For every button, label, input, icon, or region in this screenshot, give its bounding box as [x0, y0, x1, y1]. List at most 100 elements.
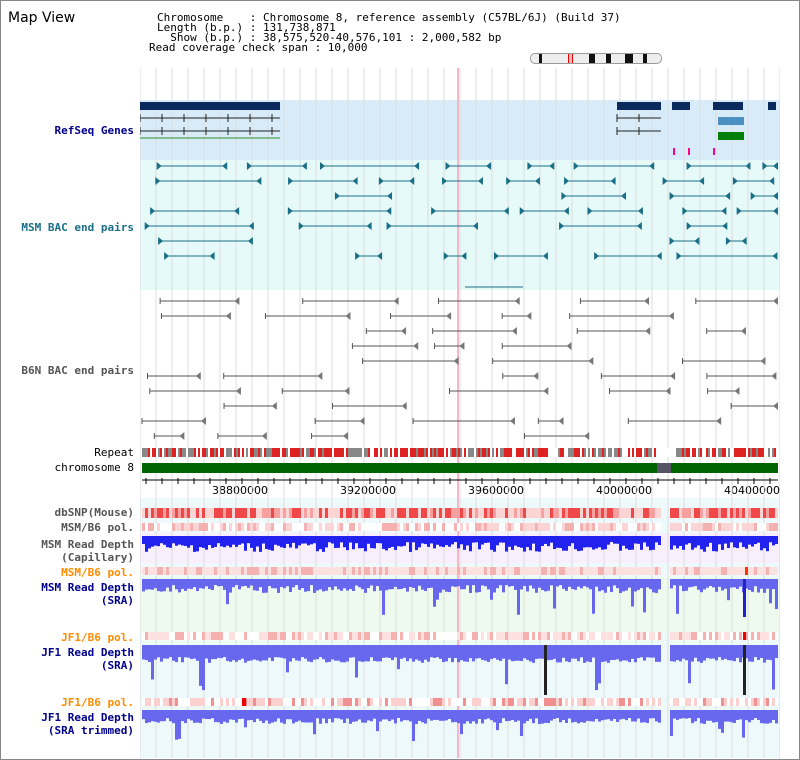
polymorphism-segment	[178, 698, 181, 706]
msm-bac-end	[247, 237, 253, 245]
depth-bar	[199, 645, 202, 686]
depth-bar	[463, 536, 466, 550]
b6n-bac-end	[526, 312, 532, 320]
b6n-bac-end	[514, 297, 520, 305]
polymorphism-segment	[169, 632, 172, 640]
depth-bar	[250, 645, 253, 661]
dbsnp-segment	[400, 508, 403, 518]
polymorphism-segment	[628, 523, 631, 531]
polymorphism-segment	[334, 698, 337, 706]
depth-bar	[403, 645, 406, 658]
depth-bar	[577, 645, 580, 662]
depth-bar	[175, 645, 178, 663]
polymorphism-segment	[649, 567, 652, 575]
repeat-segment	[328, 448, 330, 457]
track-label-msm-pol-sra[interactable]: MSM/B6 pol.	[61, 566, 134, 579]
ideogram-selection-marker[interactable]	[568, 54, 573, 63]
depth-bar	[559, 710, 562, 723]
depth-bar	[628, 710, 631, 719]
depth-bar	[547, 645, 550, 661]
repeat-segment	[708, 448, 710, 457]
msm-bac-end	[610, 177, 616, 185]
msm-bac-end	[773, 207, 778, 215]
polymorphism-segment	[634, 567, 637, 575]
depth-bar	[556, 710, 559, 719]
depth-bar	[766, 645, 769, 660]
depth-bar	[448, 645, 451, 658]
track-label-jf1-depth[interactable]: JF1 Read Depth	[41, 646, 134, 659]
depth-bar	[706, 645, 709, 658]
depth-bar	[370, 579, 373, 586]
ideogram-band	[643, 54, 647, 63]
polymorphism-segment	[364, 523, 367, 531]
depth-bar	[472, 645, 475, 662]
depth-bar	[307, 710, 310, 723]
repeat-segment	[520, 448, 522, 457]
track-label-refseq-genes[interactable]: RefSeq Genes	[54, 124, 134, 137]
repeat-segment	[566, 448, 568, 457]
polymorphism-segment	[646, 567, 649, 575]
depth-bar	[226, 536, 229, 546]
depth-bar	[562, 710, 565, 721]
repeat-segment	[360, 448, 362, 457]
repeat-segment	[260, 448, 262, 457]
repeat-segment	[288, 448, 290, 457]
repeat-segment	[534, 448, 536, 457]
depth-bar	[430, 536, 433, 544]
dbsnp-segment	[538, 508, 541, 518]
track-label-jf1-pol[interactable]: JF1/B6 pol.	[61, 631, 134, 644]
polymorphism-segment	[439, 698, 442, 706]
repeat-segment	[616, 448, 618, 457]
repeat-segment	[576, 448, 578, 457]
repeat-segment	[668, 448, 670, 457]
polymorphism-segment	[199, 698, 202, 706]
depth-bar	[184, 579, 187, 591]
dbsnp-segment	[238, 508, 241, 518]
track-label-b6n-bac[interactable]: B6N BAC end pairs	[21, 364, 134, 377]
repeat-segment	[344, 448, 346, 457]
polymorphism-segment	[172, 567, 175, 575]
track-label-msm-depth-cap[interactable]: MSM Read Depth	[41, 538, 134, 551]
depth-bar	[436, 645, 439, 658]
polymorphism-segment	[490, 632, 493, 640]
depth-bar	[301, 579, 304, 589]
polymorphism-segment	[286, 698, 289, 706]
polymorphism-segment	[718, 523, 721, 531]
dbsnp-segment	[442, 508, 445, 518]
depth-bar	[346, 710, 349, 719]
chromosome-ideogram[interactable]	[530, 53, 662, 64]
polymorphism-segment	[181, 632, 184, 640]
depth-bar	[469, 579, 472, 593]
depth-bar	[718, 710, 721, 729]
genome-track-canvas[interactable]	[140, 68, 780, 758]
depth-bar	[640, 536, 643, 550]
depth-bar	[274, 645, 277, 658]
depth-bar	[430, 645, 433, 658]
track-label-msm-bac[interactable]: MSM BAC end pairs	[21, 221, 134, 234]
repeat-segment	[292, 448, 294, 457]
polymorphism-segment	[586, 523, 589, 531]
b6n-bac-end	[543, 387, 549, 395]
depth-bar	[709, 645, 712, 659]
dbsnp-segment	[589, 508, 592, 518]
track-label-msm-pol[interactable]: MSM/B6 pol.	[61, 521, 134, 534]
depth-bar	[148, 536, 151, 549]
repeat-segment	[742, 448, 744, 457]
track-label-jf1-pol-trim[interactable]: JF1/B6 pol.	[61, 696, 134, 709]
polymorphism-segment	[274, 698, 277, 706]
polymorphism-segment	[616, 632, 619, 640]
polymorphism-segment	[400, 523, 403, 531]
track-label-jf1-depth-trim[interactable]: JF1 Read Depth	[41, 711, 134, 724]
polymorphism-segment	[559, 632, 562, 640]
polymorphism-segment	[490, 698, 493, 706]
polymorphism-segment	[316, 567, 319, 575]
track-label-dbsnp[interactable]: dbSNP(Mouse)	[54, 506, 134, 519]
track-label-msm-depth-sra[interactable]: MSM Read Depth	[41, 581, 134, 594]
depth-bar	[175, 536, 178, 546]
depth-bar	[202, 579, 205, 589]
repeat-segment	[552, 448, 554, 457]
polymorphism-segment	[274, 523, 277, 531]
polymorphism-segment	[310, 698, 313, 706]
msm-bac-end	[542, 252, 548, 260]
msm-bac-end	[158, 237, 164, 245]
